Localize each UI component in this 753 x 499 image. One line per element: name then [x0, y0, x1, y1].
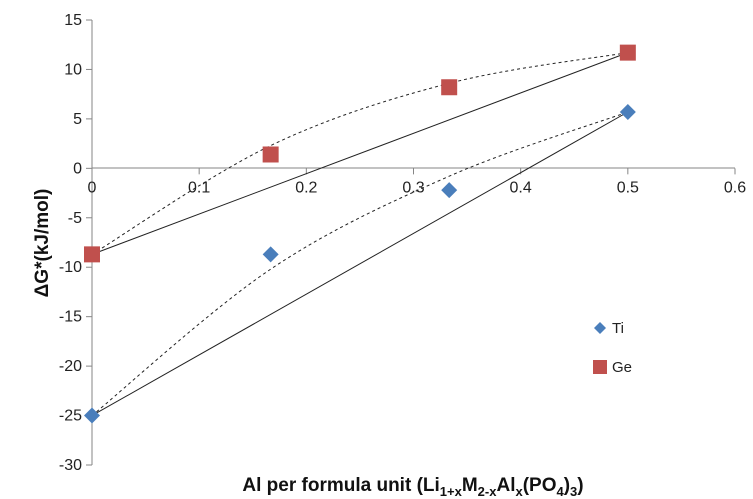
data-point-ti [262, 246, 279, 263]
data-point-ti [441, 182, 458, 199]
x-axis-title: Al per formula unit (Li1+xM2-xAlx(PO4)3) [242, 475, 583, 499]
legend-label-ge: Ge [612, 359, 632, 376]
x-axis-title-sub: 2-x [478, 484, 498, 499]
legend-marker-ge [593, 360, 607, 374]
x-axis-title-sub: 1+x [440, 484, 463, 499]
y-tick-label: -10 [59, 259, 82, 276]
x-ticks: 0 0.1 0.2 0.3 0.4 0.5 0.6 [88, 168, 746, 196]
linear-fit-line [91, 111, 629, 417]
axes [91, 20, 735, 465]
data-point-ge [262, 146, 279, 163]
y-tick-label: 10 [64, 61, 82, 78]
y-tick-label: -30 [59, 457, 82, 474]
x-axis-title-sub: 4 [556, 484, 564, 499]
x-tick-label: 0.1 [188, 179, 210, 196]
curve-fit-line [91, 111, 628, 416]
legend-marker-ti [594, 322, 606, 334]
data-point-ge [84, 246, 100, 263]
y-axis-title: ΔG*(kJ/mol) [32, 189, 53, 298]
trend-lines [91, 52, 629, 417]
x-axis-title-part: ) [564, 475, 570, 496]
x-tick-label: 0.3 [402, 179, 424, 196]
x-axis-title-sub: x [515, 484, 523, 499]
y-ticks: 15 10 5 0 -5 -10 -15 -20 -25 -30 [59, 12, 92, 474]
x-tick-label: 0.5 [617, 179, 639, 196]
x-axis-title-part: Al [496, 475, 515, 496]
data-point-ti [619, 103, 636, 120]
y-tick-label: 5 [73, 111, 82, 128]
legend-label-ti: Ti [612, 320, 624, 337]
data-point-ge [441, 79, 458, 96]
data-points [84, 44, 636, 424]
x-axis-title-part: M [462, 475, 478, 496]
x-axis-title-sub: 3 [570, 484, 577, 499]
curve-fit-line [91, 52, 628, 255]
x-tick-label: 0.2 [295, 179, 317, 196]
x-tick-label: 0.4 [510, 179, 532, 196]
x-tick-label: 0 [88, 179, 97, 196]
y-tick-label: -15 [59, 309, 82, 326]
legend: Ti Ge [593, 320, 632, 376]
linear-fit-line [91, 52, 628, 255]
x-axis-title-part: (PO [523, 475, 557, 496]
x-axis-title-part: Al per formula unit (Li [242, 475, 439, 496]
x-tick-label: 0.6 [724, 179, 746, 196]
y-tick-label: -25 [59, 408, 82, 425]
data-point-ti [84, 407, 100, 424]
y-tick-label: 0 [73, 160, 82, 177]
y-tick-label: -20 [59, 358, 82, 375]
data-point-ge [619, 44, 636, 61]
y-tick-label: 15 [64, 12, 82, 29]
x-axis-title-part: ) [577, 475, 583, 496]
y-tick-label: -5 [68, 210, 82, 227]
